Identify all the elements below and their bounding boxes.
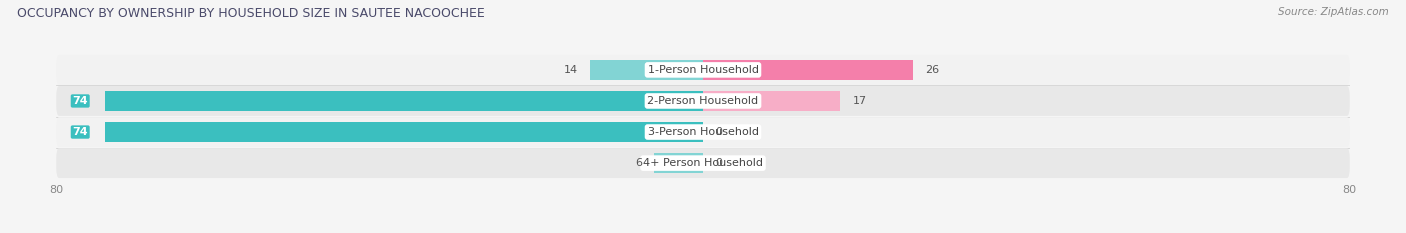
Bar [703, 91, 841, 111]
Bar [591, 60, 703, 79]
Text: 4+ Person Household: 4+ Person Household [643, 158, 763, 168]
Text: 0: 0 [716, 127, 723, 137]
FancyBboxPatch shape [56, 55, 1350, 85]
Text: 2-Person Household: 2-Person Household [647, 96, 759, 106]
Text: Source: ZipAtlas.com: Source: ZipAtlas.com [1278, 7, 1389, 17]
Bar [703, 60, 914, 79]
Text: OCCUPANCY BY OWNERSHIP BY HOUSEHOLD SIZE IN SAUTEE NACOOCHEE: OCCUPANCY BY OWNERSHIP BY HOUSEHOLD SIZE… [17, 7, 485, 20]
Text: 1-Person Household: 1-Person Household [648, 65, 758, 75]
Bar [654, 154, 703, 173]
Bar [104, 122, 703, 142]
Text: 14: 14 [564, 65, 578, 75]
Text: 17: 17 [852, 96, 866, 106]
Bar [104, 91, 703, 111]
FancyBboxPatch shape [56, 148, 1350, 178]
FancyBboxPatch shape [56, 117, 1350, 147]
Text: 74: 74 [73, 96, 89, 106]
Text: 0: 0 [716, 158, 723, 168]
FancyBboxPatch shape [56, 86, 1350, 116]
Text: 6: 6 [636, 158, 643, 168]
Text: 3-Person Household: 3-Person Household [648, 127, 758, 137]
Text: 26: 26 [925, 65, 939, 75]
Text: 74: 74 [73, 127, 89, 137]
